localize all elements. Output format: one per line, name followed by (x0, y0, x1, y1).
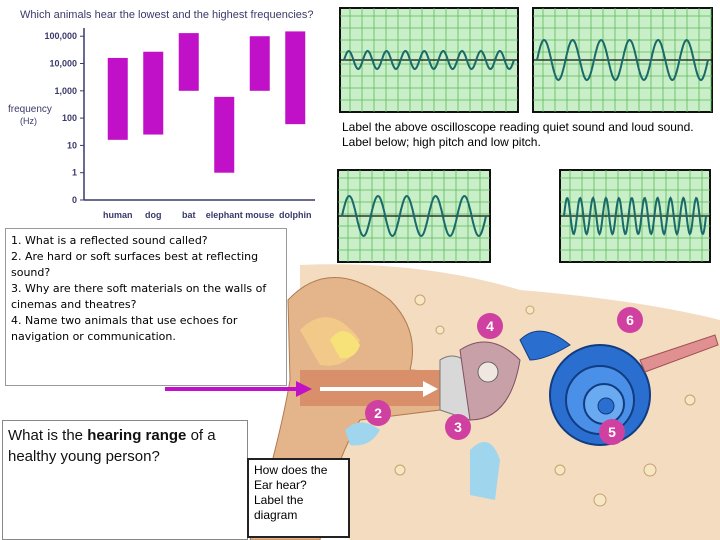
hearing-bold: hearing range (87, 427, 187, 444)
x-tick-label: dog (145, 210, 162, 220)
arrows (165, 381, 438, 397)
scope-wave (563, 196, 707, 236)
scope-wave (341, 194, 487, 238)
x-tick-label: elephant (206, 210, 243, 220)
ear-diagram (249, 264, 720, 540)
ear-question: Label the diagram (254, 493, 304, 522)
scope-wave (343, 49, 515, 71)
label-marker (365, 400, 391, 426)
x-tick-label: mouse (245, 210, 274, 220)
range-bar (107, 57, 128, 140)
range-bar (285, 31, 306, 125)
label-marker (477, 313, 503, 339)
scope-wave (536, 38, 709, 82)
x-tick-label: human (103, 210, 133, 220)
oscilloscope (559, 169, 711, 263)
y-axis-label: frequency (8, 104, 52, 115)
y-tick-label: 0 (72, 195, 77, 205)
y-tick-label: 100 (62, 113, 77, 123)
hearing-text: What is the (8, 427, 88, 444)
questions-box: 1. What is a reflected sound called? 2. A… (5, 228, 287, 386)
question: 3. Why are there soft materials on the w… (11, 282, 267, 311)
oscilloscope (337, 169, 491, 263)
question: 2. Are hard or soft surfaces best at ref… (11, 250, 259, 279)
oscilloscope-caption: Label the above oscilloscope reading qui… (342, 120, 694, 149)
hearing-box: What is the hearing range of a healthy y… (2, 420, 248, 540)
oscilloscope (532, 7, 713, 113)
question: 1. What is a reflected sound called? (11, 234, 208, 247)
ear-question: How does the Ear hear? (254, 463, 328, 492)
diagram-label: 3 (454, 419, 462, 435)
question: 4. Name two animals that use echoes for … (11, 314, 238, 343)
range-bar (214, 96, 235, 173)
label-marker (599, 419, 625, 445)
hearing-text: of a healthy young person? (8, 427, 220, 465)
y-tick-label: 10 (67, 140, 77, 150)
ear-question-box: How does the Ear hear? Label the diagram (247, 458, 350, 538)
diagram-label: 5 (608, 424, 616, 440)
diagram-label: 2 (374, 405, 382, 421)
label-marker (445, 414, 471, 440)
y-tick-label: 1,000 (54, 86, 77, 96)
diagram-label: 4 (486, 318, 494, 334)
chart-title: Which animals hear the lowest and the hi… (20, 9, 314, 21)
x-tick-label: dolphin (279, 210, 312, 220)
y-axis-unit: (Hz) (20, 116, 37, 126)
x-tick-label: bat (182, 210, 196, 220)
y-tick-label: 100,000 (44, 31, 77, 41)
range-bar (249, 36, 270, 91)
range-bar (143, 51, 164, 135)
diagram-label: 6 (626, 312, 634, 328)
y-tick-label: 1 (72, 168, 77, 178)
oscilloscope (339, 7, 519, 113)
range-bar (178, 33, 199, 91)
label-marker (617, 307, 643, 333)
y-tick-label: 10,000 (49, 59, 77, 69)
